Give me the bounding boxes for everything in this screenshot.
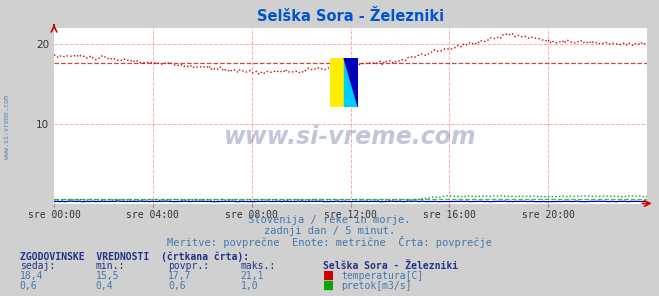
Text: 21,1: 21,1 [241,271,264,281]
Text: Meritve: povprečne  Enote: metrične  Črta: povprečje: Meritve: povprečne Enote: metrične Črta:… [167,236,492,248]
Text: zadnji dan / 5 minut.: zadnji dan / 5 minut. [264,226,395,237]
Text: povpr.:: povpr.: [168,261,209,271]
Text: www.si-vreme.com: www.si-vreme.com [3,95,10,159]
Text: 18,4: 18,4 [20,271,43,281]
Text: 15,5: 15,5 [96,271,119,281]
Text: 1,0: 1,0 [241,281,258,291]
Text: ■: ■ [323,279,334,292]
Polygon shape [344,58,358,107]
Title: Selška Sora - Železniki: Selška Sora - Železniki [257,9,444,24]
Text: temperatura[C]: temperatura[C] [341,271,424,281]
Text: 0,6: 0,6 [168,281,186,291]
Text: pretok[m3/s]: pretok[m3/s] [341,281,412,291]
Text: 0,4: 0,4 [96,281,113,291]
Text: min.:: min.: [96,261,125,271]
Text: 17,7: 17,7 [168,271,192,281]
Text: Slovenija / reke in morje.: Slovenija / reke in morje. [248,215,411,225]
Text: www.si-vreme.com: www.si-vreme.com [224,125,477,149]
Polygon shape [344,58,358,107]
Text: maks.:: maks.: [241,261,275,271]
Text: ZGODOVINSKE  VREDNOSTI  (črtkana črta):: ZGODOVINSKE VREDNOSTI (črtkana črta): [20,251,249,262]
Polygon shape [330,58,344,107]
Text: sedaj:: sedaj: [20,261,55,271]
Text: ■: ■ [323,269,334,282]
Text: Selška Sora - Železniki: Selška Sora - Železniki [323,261,458,271]
Text: 0,6: 0,6 [20,281,38,291]
